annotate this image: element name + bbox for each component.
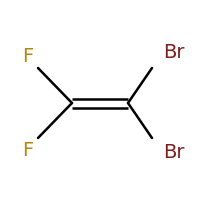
Text: Br: Br [163,44,184,62]
Text: Br: Br [163,142,184,162]
Text: F: F [22,140,34,160]
Text: F: F [22,46,34,66]
